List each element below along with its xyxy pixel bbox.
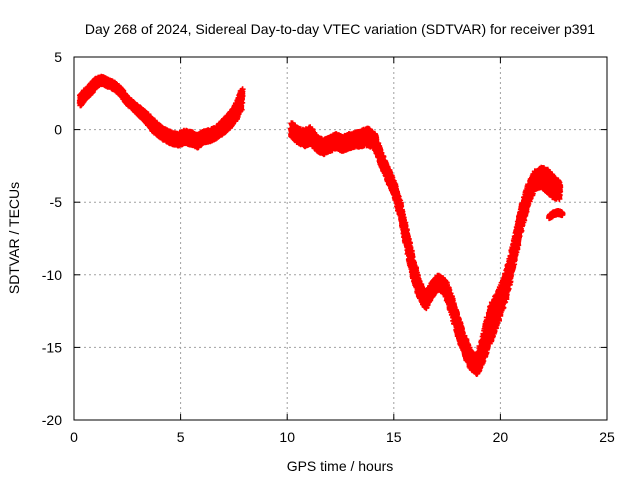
x-tick-label: 0 [70, 429, 78, 445]
x-tick-label: 10 [279, 429, 295, 445]
y-tick-label: -20 [42, 412, 62, 428]
x-tick-label: 20 [493, 429, 509, 445]
series-points-1 [76, 73, 246, 151]
y-tick-label: -15 [42, 339, 62, 355]
series-1 [76, 73, 246, 151]
x-tick-label: 15 [386, 429, 402, 445]
series-3 [546, 208, 566, 222]
series-points-2 [287, 120, 564, 377]
series-points-3 [546, 208, 566, 222]
y-axis-label: SDTVAR / TECUs [6, 182, 22, 294]
y-tick-label: 0 [54, 122, 62, 138]
plot-frame [73, 56, 608, 421]
y-tick-label: 5 [54, 49, 62, 65]
series-2 [287, 120, 564, 377]
tick-labels: 0 5 10 15 20 25 5 0 -5 -10 -15 -20 [42, 49, 615, 445]
x-tick-label: 25 [599, 429, 615, 445]
data-points [76, 73, 566, 377]
y-tick-label: -10 [42, 267, 62, 283]
x-tick-label: 5 [177, 429, 185, 445]
x-axis-label: GPS time / hours [287, 458, 394, 474]
grid-lines [74, 57, 607, 420]
y-tick-label: -5 [50, 194, 63, 210]
chart-title: Day 268 of 2024, Sidereal Day-to-day VTE… [85, 21, 595, 37]
